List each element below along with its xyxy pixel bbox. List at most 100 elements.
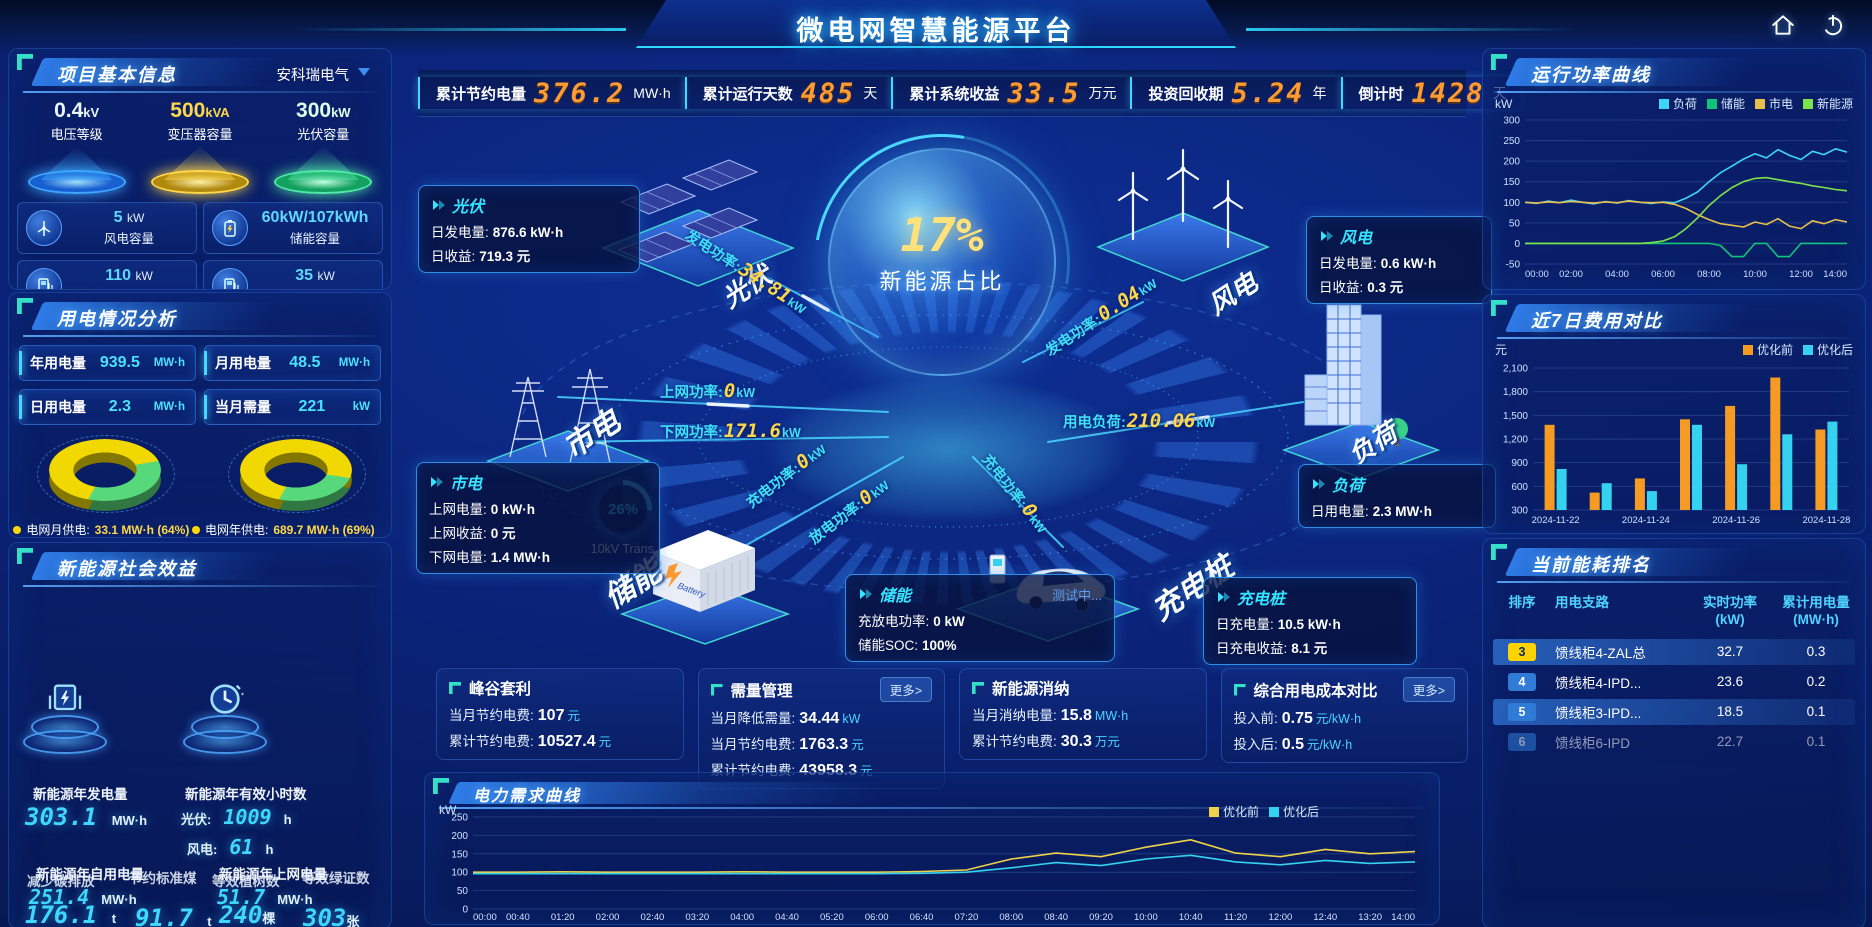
rank-badge: 5 xyxy=(1508,702,1536,721)
cone-beam xyxy=(40,146,113,180)
legend-swatch-icon xyxy=(1802,344,1813,355)
x-tick-label: 04:00 xyxy=(1605,269,1629,280)
y-tick-label: 300 xyxy=(1503,116,1520,127)
grid-down-power: 下网功率:171.6kW xyxy=(660,420,801,442)
cone-value: 0.4 xyxy=(54,99,84,122)
generation-pedestal xyxy=(17,679,113,754)
storage-status: 测试中... xyxy=(1052,587,1102,603)
kpi-run-days: 累计运行天数 485 天 xyxy=(684,77,892,109)
charger-icon xyxy=(212,268,248,289)
title-decor-left xyxy=(296,28,626,31)
legend-item: 优化前 xyxy=(1742,341,1793,358)
ranking-header: 排序 用电支路 实时功率 (kW) 累计用电量 (MW·h) xyxy=(1508,595,1850,627)
x-tick-label: 01:20 xyxy=(551,912,575,923)
legend-swatch-icon xyxy=(1802,98,1813,109)
y-axis-label: kW xyxy=(439,803,457,817)
card-value: 35 xyxy=(295,267,313,284)
card-value: 110 xyxy=(105,267,132,284)
demand-curve-chart: 0 50 100 150 200 250 00:00 00:40 01:20 02:00 02:40… xyxy=(451,813,1416,923)
x-tick-label: 12:00 xyxy=(1789,269,1813,280)
legend-item: 负荷 xyxy=(1658,95,1697,112)
y-tick-label: 250 xyxy=(451,813,468,824)
x-tick-label: 14:00 xyxy=(1823,269,1847,280)
x-tick-label: 04:40 xyxy=(775,912,799,923)
load-power: 用电负荷:210.06kW xyxy=(1063,410,1216,432)
x-tick-label: 13:20 xyxy=(1358,912,1382,923)
y-tick-label: 100 xyxy=(1503,198,1520,209)
company-dropdown[interactable]: 安科瑞电气 xyxy=(276,68,350,84)
cone-label: 变压器容量 xyxy=(167,127,233,142)
dc-charger-card: 110 kW 直流充电桩 xyxy=(17,260,197,289)
x-tick-label: 03:20 xyxy=(685,912,709,923)
battery-container-art: Battery xyxy=(619,530,791,645)
bar-优化前 xyxy=(1770,377,1781,510)
x-tick-label: 02:00 xyxy=(1559,269,1583,280)
x-tick-label: 02:00 xyxy=(596,912,620,923)
card-label: 交流充电桩 xyxy=(256,286,374,289)
home-icon[interactable] xyxy=(1770,12,1796,38)
chevron-right-icon xyxy=(1321,231,1333,241)
legend-swatch-icon xyxy=(1208,806,1219,817)
x-tick-label: 08:00 xyxy=(1697,269,1721,280)
legend-item: 新能源 xyxy=(1802,95,1853,112)
wind-capacity-card: 5 kW 风电容量 xyxy=(17,202,197,254)
cone-beam xyxy=(163,146,236,180)
chevron-down-icon[interactable] xyxy=(357,67,371,77)
battery-icon xyxy=(212,210,248,246)
y-tick-label: 150 xyxy=(1503,177,1520,188)
power-icon[interactable] xyxy=(1820,12,1846,38)
certs-value: 303张 xyxy=(303,904,360,927)
legend-swatch-icon xyxy=(1706,98,1717,109)
x-tick-label: 2024-11-24 xyxy=(1622,515,1670,526)
microgrid-scene: 17% 新能源占比 xyxy=(408,112,1496,670)
y-axis-label: kW xyxy=(1495,96,1513,111)
bar-优化后 xyxy=(1782,434,1793,510)
voltage-level: 0.4kV 电压等级 xyxy=(21,99,133,194)
y-axis-label: 元 xyxy=(1495,343,1508,357)
kpi-label: 投资回收期 xyxy=(1148,85,1224,103)
wind-hours: 风电: 61 h xyxy=(187,835,274,859)
panel-title: 新能源社会效益 xyxy=(57,559,197,579)
gen-value: 303.1 MW·h xyxy=(25,803,148,831)
series-负荷 xyxy=(1524,147,1848,205)
chevron-right-icon xyxy=(1313,479,1325,489)
charger-icon xyxy=(26,268,62,289)
kpi-strip: 累计节约电量 376.2 MW·h 累计运行天数 485 天 累计系统收益 33… xyxy=(418,70,1507,117)
kpi-label: 倒计时 xyxy=(1358,85,1404,103)
corner-accent-icon xyxy=(17,298,33,314)
series-优化后 xyxy=(473,854,1416,875)
panel-cost-compare: 近7日费用对比 元 优化前 优化后 300 600 900 1,200 1,500 1,80… xyxy=(1482,294,1866,534)
kpi-income: 累计系统收益 33.5 万元 xyxy=(891,77,1130,109)
charger-info-box: 充电桩 日充电量: 10.5 kW·h 日充电收益: 8.1 元 xyxy=(1203,577,1417,665)
trees-value: 240棵 xyxy=(219,901,276,927)
self-use-value: 251.4 MW·h xyxy=(29,885,137,909)
wind-info-box: 风电 日发电量: 0.6 kW·h 日收益: 0.3 元 xyxy=(1306,216,1492,304)
corner-accent-icon xyxy=(1491,300,1507,316)
x-tick-label: 05:20 xyxy=(820,912,844,923)
chevron-right-icon xyxy=(431,477,443,487)
legend-item: 储能 xyxy=(1706,95,1745,112)
bar-优化前 xyxy=(1815,429,1826,510)
x-tick-label: 10:00 xyxy=(1134,912,1158,923)
cost-compare-box: 综合用电成本对比 更多> 投入前: 0.75 元/kW·h 投入后: 0.5 元/kW·h xyxy=(1220,668,1468,763)
more-button[interactable]: 更多> xyxy=(1402,677,1455,702)
hours-label: 新能源年有效小时数 xyxy=(185,787,307,802)
yellow-dot-icon xyxy=(13,525,22,534)
legend-swatch-icon xyxy=(1658,98,1669,109)
kpi-value: 33.5 xyxy=(1007,77,1081,109)
legend-item: 优化前 xyxy=(1208,803,1259,820)
y-tick-label: 0 xyxy=(462,905,468,916)
table-row: 4 馈线柜4-IPD... 23.6 0.2 xyxy=(1493,669,1855,695)
corner-accent-icon xyxy=(433,778,449,794)
chart-legend: 负荷 储能 市电 新能源 xyxy=(1649,95,1853,112)
x-tick-label: 06:00 xyxy=(865,912,889,923)
x-tick-label: 2024-11-22 xyxy=(1532,515,1580,526)
renewable-consume-box: 新能源消纳 当月消纳电量: 15.8 MW·h 累计节约电费: 30.3 万元 xyxy=(959,668,1207,760)
x-tick-label: 2024-11-28 xyxy=(1802,515,1850,526)
more-button[interactable]: 更多> xyxy=(879,677,932,702)
lightning-board-icon xyxy=(48,684,82,711)
grid-info-box: 市电 上网电量: 0 kW·h 上网收益: 0 元 下网电量: 1.4 MW·h xyxy=(416,462,660,574)
renewable-share-value: 17% xyxy=(900,208,984,262)
card-value: 60kW/107kWh xyxy=(261,209,369,226)
